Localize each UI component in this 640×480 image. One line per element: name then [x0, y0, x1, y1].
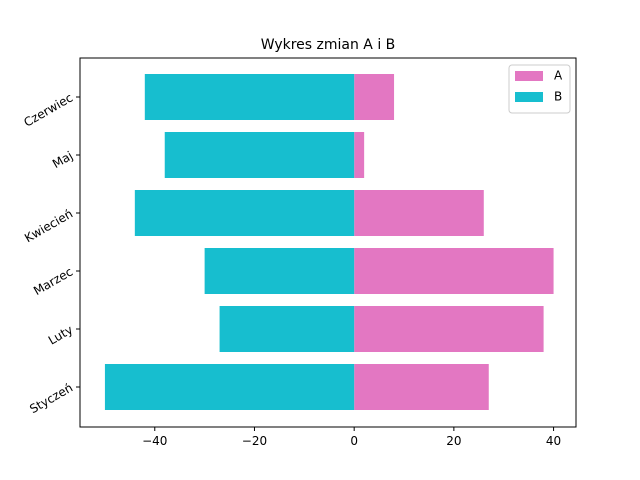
bar-b-1: [219, 306, 355, 352]
y-tick-label: Marzec: [31, 265, 75, 299]
y-tick-label: Styczeń: [27, 381, 75, 417]
bar-b-5: [144, 74, 355, 120]
bar-a-5: [354, 74, 395, 120]
bar-b-4: [164, 132, 355, 178]
x-tick-label: 40: [546, 434, 561, 448]
x-tick-label: −20: [242, 434, 267, 448]
bar-b-3: [134, 190, 355, 236]
bars-layer: [104, 74, 554, 410]
y-tick-label: Maj: [50, 149, 75, 172]
bar-a-4: [354, 132, 365, 178]
bar-a-3: [354, 190, 484, 236]
x-tick-label: −40: [142, 434, 167, 448]
y-axis: Styczeń Luty Marzec Kwiecień Maj Czerwiec: [21, 91, 80, 417]
x-tick-label: 0: [350, 434, 358, 448]
bar-a-2: [354, 248, 554, 294]
legend: AB: [508, 64, 571, 114]
legend-swatch-b: [515, 92, 543, 102]
legend-label-b: B: [554, 90, 562, 104]
bar-a-0: [354, 364, 489, 410]
legend-label-a: A: [554, 69, 563, 83]
bar-b-0: [104, 364, 355, 410]
y-tick-label: Czerwiec: [21, 91, 75, 130]
x-axis: −40 −20 0 20 40: [142, 427, 561, 448]
legend-swatch-a: [515, 71, 543, 81]
bar-b-2: [204, 248, 355, 294]
y-tick-label: Luty: [46, 323, 75, 348]
bar-a-1: [354, 306, 544, 352]
y-tick-label: Kwiecień: [22, 207, 75, 246]
plot-frame: [79, 57, 577, 428]
x-tick-label: 20: [446, 434, 461, 448]
chart-title: Wykres zmian A i B: [261, 37, 396, 53]
